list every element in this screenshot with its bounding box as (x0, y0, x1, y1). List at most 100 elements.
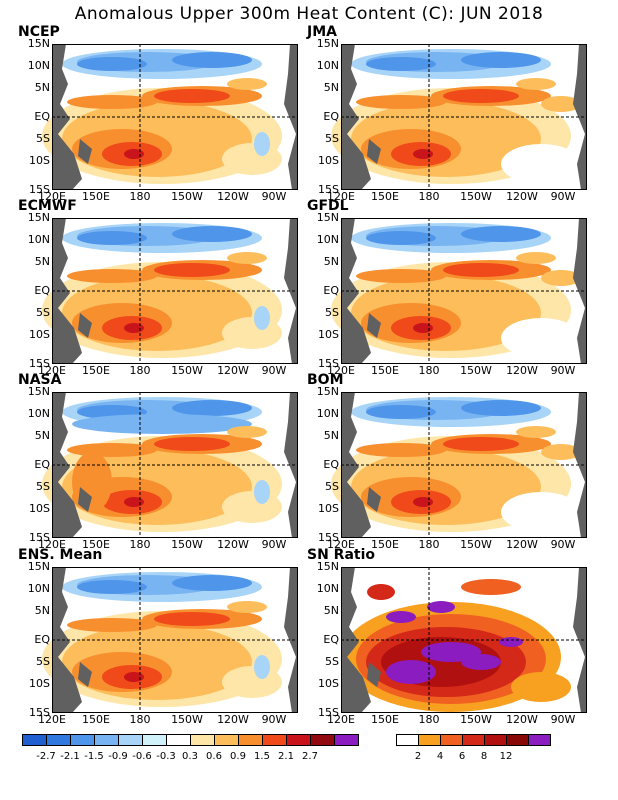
lat-label: 10N (316, 59, 339, 72)
lon-label: 150W (171, 713, 203, 726)
lon-label: 150W (171, 190, 203, 203)
colorbar-swatch (334, 734, 359, 746)
lat-label: 5N (323, 255, 339, 268)
colorbar-swatch (142, 734, 167, 746)
lon-label: 120W (506, 713, 538, 726)
panel-title: GFDL (307, 198, 349, 214)
lat-label: 5N (34, 255, 50, 268)
lat-label: 10N (27, 233, 50, 246)
map-panel-bom: BOM 15N 10N 5N EQ 5S 10S 15S 120E 150E 180 150W 120W… (301, 372, 587, 551)
map-panel-sn-ratio: SN Ratio 15N 10N 5N EQ 5S 10S 15S 120E 150E 180 150… (301, 547, 587, 726)
lon-label: 150E (82, 713, 110, 726)
colorbar-swatch (484, 734, 507, 746)
colorbar-label: -1.5 (84, 751, 104, 762)
lat-label: 10N (27, 582, 50, 595)
map-field (42, 567, 298, 713)
lon-label: 120E (327, 364, 355, 377)
lat-label: 5N (34, 81, 50, 94)
colorbar-label: 12 (499, 751, 513, 762)
lat-label: 15S (318, 531, 339, 544)
lon-label: 90W (261, 190, 287, 203)
lat-label: 10S (318, 502, 339, 515)
lon-label: 90W (550, 190, 576, 203)
map-panel-ecmwf: ECMWF 15N 10N 5N EQ 5S 10S 15S 120E 150E 180 150W 12… (12, 198, 298, 377)
lon-label: 150W (171, 364, 203, 377)
map-field (42, 44, 298, 190)
lon-label: 120W (506, 538, 538, 551)
lat-label: 5S (325, 132, 339, 145)
map-frame (52, 218, 298, 364)
panel-title: SN Ratio (307, 547, 376, 563)
lon-label: 150W (460, 713, 492, 726)
panel-title: BOM (307, 372, 344, 388)
lon-label: 120E (38, 190, 66, 203)
panel-title: ENS. Mean (18, 547, 103, 563)
lon-label: 120E (38, 713, 66, 726)
anomaly-colorbar: -2.7 -2.1 -1.5 -0.9 -0.6 -0.3 0.3 0.6 0.9 1.5 2.1 2… (22, 734, 359, 774)
map-frame (52, 392, 298, 538)
colorbar-swatch (528, 734, 551, 746)
lon-label: 150W (171, 538, 203, 551)
lon-label: 120W (217, 538, 249, 551)
lat-label: EQ (323, 633, 339, 646)
lat-label: 5S (36, 655, 50, 668)
lon-label: 120E (327, 538, 355, 551)
lat-label: 15S (29, 183, 50, 196)
lat-label: 10S (318, 154, 339, 167)
map-frame (341, 218, 587, 364)
colorbar-swatch (262, 734, 287, 746)
lat-label: 10S (318, 677, 339, 690)
map-panel-jma: JMA 15N 10N 5N EQ 5S 10S 15S 120E 150E 180 150W 120W… (301, 24, 587, 203)
lat-label: 15N (27, 560, 50, 573)
lat-label: 10N (27, 407, 50, 420)
colorbar-swatch (396, 734, 419, 746)
page-title: Anomalous Upper 300m Heat Content (C): J… (74, 4, 544, 24)
colorbar-swatch (462, 734, 485, 746)
colorbar-label: -0.6 (132, 751, 152, 762)
colorbar-swatch (238, 734, 263, 746)
lon-label: 180 (418, 364, 440, 377)
colorbar-swatch (506, 734, 529, 746)
lat-label: EQ (323, 458, 339, 471)
lat-label: 10S (29, 677, 50, 690)
lat-label: 15N (27, 385, 50, 398)
lon-label: 90W (550, 364, 576, 377)
panel-title: NCEP (18, 24, 60, 40)
panel-title: ECMWF (18, 198, 77, 214)
colorbar-swatch (190, 734, 215, 746)
lat-label: 10N (316, 407, 339, 420)
lon-label: 180 (129, 364, 151, 377)
colorbar-label: -2.1 (60, 751, 80, 762)
lon-label: 150W (460, 190, 492, 203)
lat-label: 15N (27, 37, 50, 50)
lon-label: 90W (261, 538, 287, 551)
lat-label: 10S (29, 502, 50, 515)
lon-label: 90W (261, 713, 287, 726)
colorbar-swatch (166, 734, 191, 746)
colorbar-swatch (118, 734, 143, 746)
colorbar-label: -2.7 (36, 751, 56, 762)
lat-label: 15S (318, 357, 339, 370)
lat-label: 5N (34, 429, 50, 442)
map-frame (52, 44, 298, 190)
lon-label: 150E (82, 190, 110, 203)
lat-label: 15S (318, 183, 339, 196)
lat-label: 5N (34, 604, 50, 617)
lon-label: 150E (371, 190, 399, 203)
lon-label: 180 (129, 190, 151, 203)
lat-label: 15S (29, 357, 50, 370)
map-field (42, 392, 298, 538)
lon-label: 120W (217, 713, 249, 726)
lat-label: 15N (27, 211, 50, 224)
lat-label: 5S (36, 480, 50, 493)
lat-label: 5S (36, 306, 50, 319)
panel-title: JMA (307, 24, 337, 40)
colorbar-label: 1.5 (254, 751, 270, 762)
colorbar-label: 2 (414, 751, 422, 762)
lat-label: 5S (325, 480, 339, 493)
lat-label: EQ (34, 458, 50, 471)
lat-label: 10N (316, 582, 339, 595)
lat-label: 10S (318, 328, 339, 341)
colorbar-swatch (46, 734, 71, 746)
lon-label: 150E (371, 364, 399, 377)
